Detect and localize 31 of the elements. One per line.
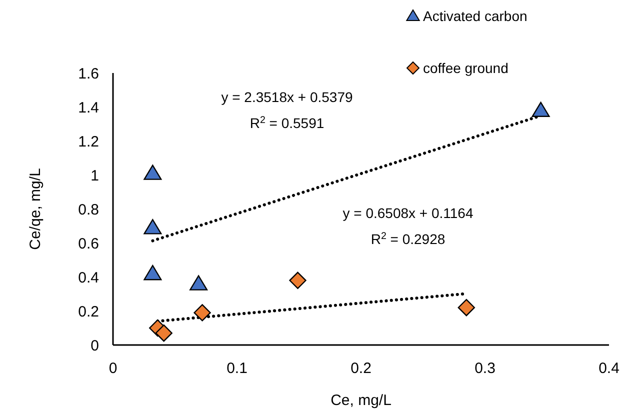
point: [194, 304, 211, 322]
x-tick-label: 0.4: [598, 360, 620, 377]
y-tick-label: 0: [90, 337, 99, 354]
annotation: y = 0.6508x + 0.1164: [342, 204, 474, 221]
x-tick-label: 0.1: [226, 360, 248, 377]
annotation: y = 2.3518x + 0.5379: [221, 88, 353, 105]
legend-label: Activated carbon: [423, 8, 528, 24]
legend-label: coffee ground: [423, 60, 508, 76]
y-tick-label: 1.6: [78, 65, 99, 82]
annotation: R$^{2}$ = 0.5591: [250, 114, 324, 131]
y-tick-label: 0.4: [78, 269, 99, 286]
y-tick-label: 1: [90, 167, 99, 184]
y-axis-title: Ce/qe, mg/L: [27, 168, 44, 250]
y-tick-label: 0.8: [78, 201, 99, 218]
point: [144, 265, 162, 280]
point: [144, 164, 162, 180]
x-axis-title: Ce, mg/L: [330, 392, 392, 409]
point: [458, 299, 475, 316]
y-tick-label: 1.4: [78, 99, 99, 116]
y-tick-label: 0.6: [78, 235, 99, 252]
annotation: R$^{2}$ = 0.2928: [370, 230, 446, 247]
x-tick-label: 0.3: [474, 360, 496, 377]
x-tick-label: 0: [108, 360, 118, 377]
point: [190, 275, 208, 290]
point: [532, 102, 550, 117]
point: [289, 272, 306, 289]
y-tick-label: 0.2: [78, 303, 99, 320]
point: [155, 324, 172, 342]
y-tick-label: 1.2: [78, 133, 99, 150]
x-tick-label: 0.2: [350, 360, 372, 377]
point: [144, 219, 162, 234]
